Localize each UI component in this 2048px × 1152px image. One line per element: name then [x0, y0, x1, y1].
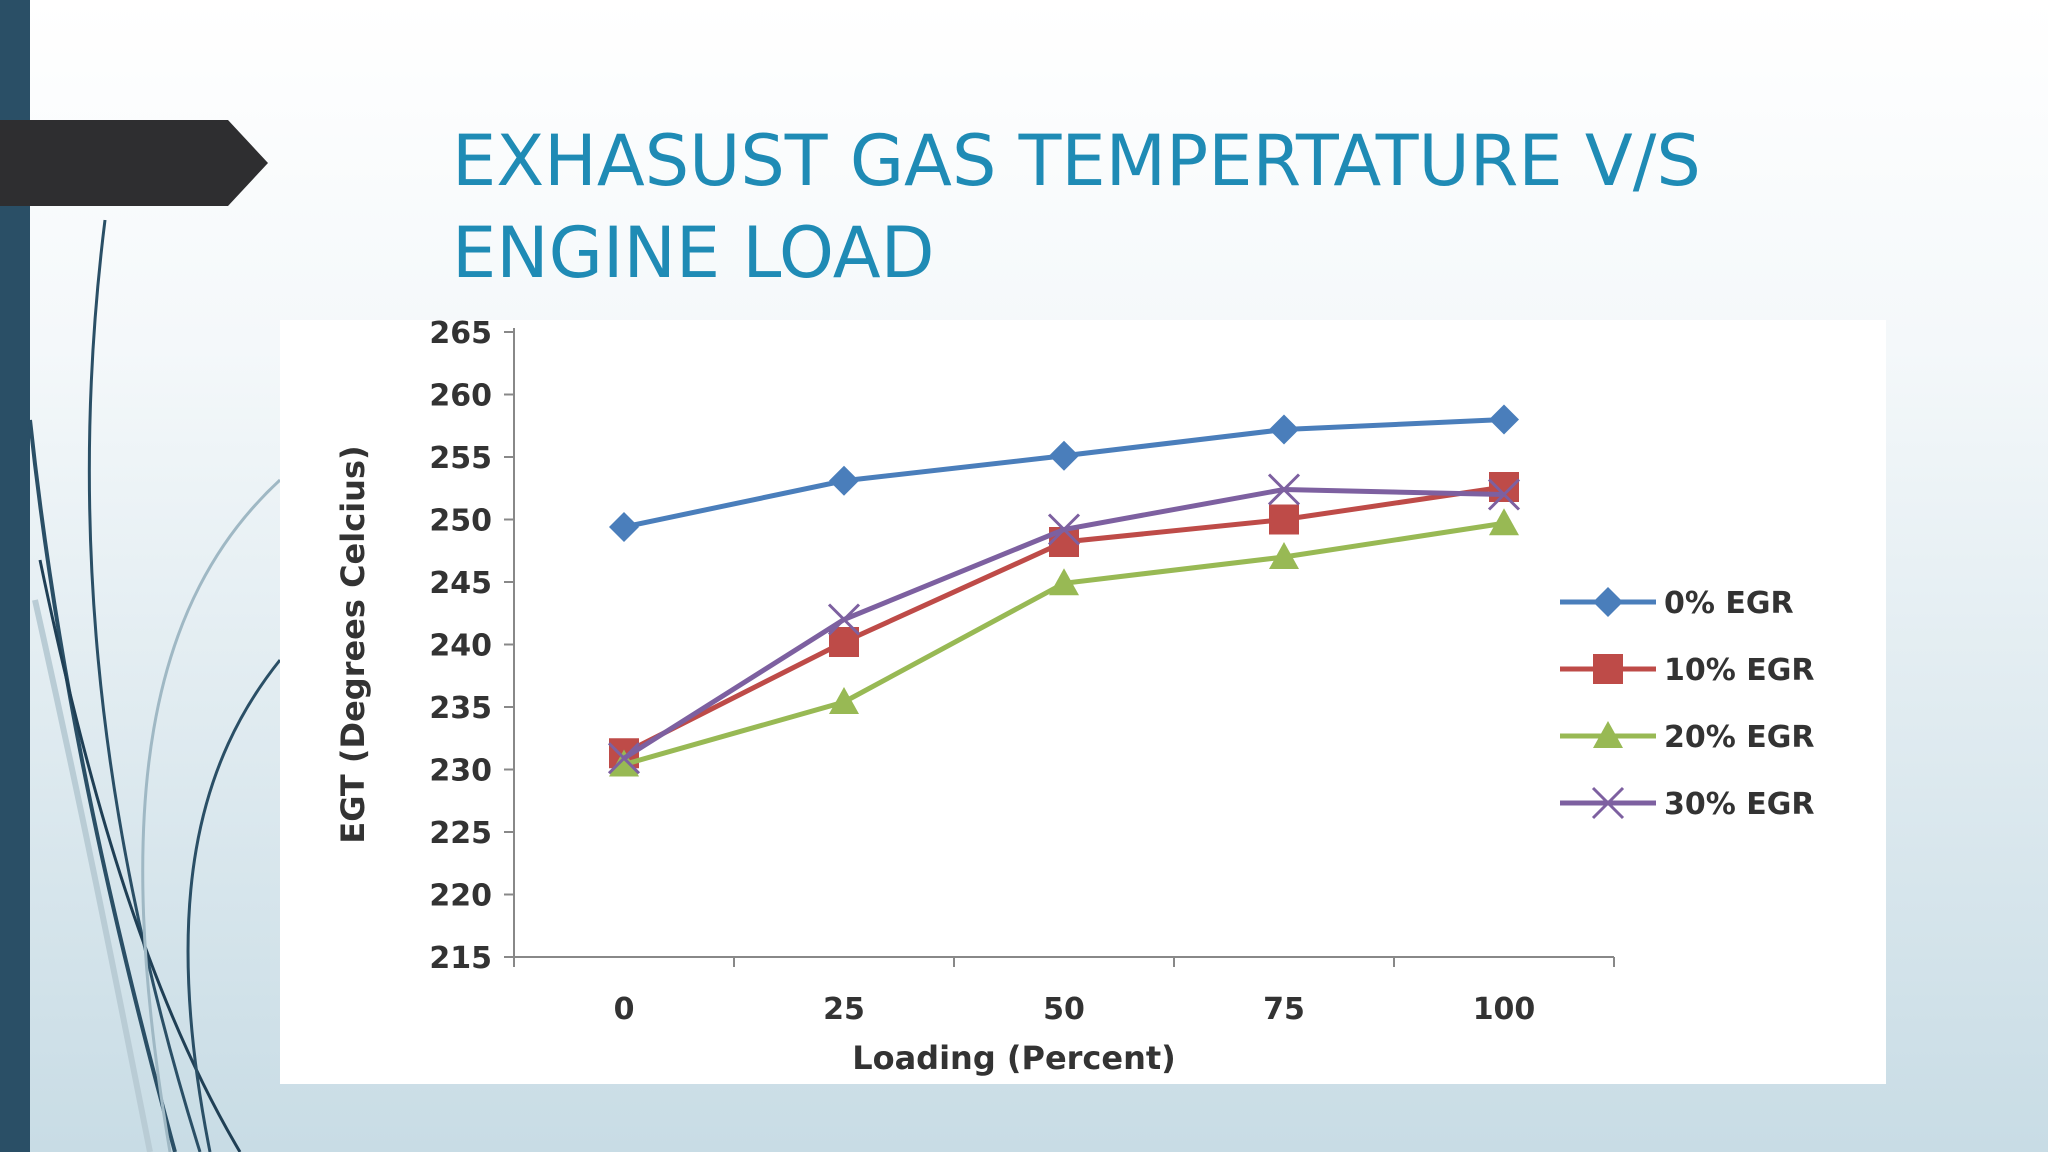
y-tick-label: 265 [429, 320, 492, 351]
legend-item: 30% EGR [1560, 786, 1814, 822]
series-line [622, 484, 1505, 756]
legend-label: 30% EGR [1664, 787, 1814, 822]
x-tick-label: 50 [1043, 992, 1085, 1027]
chart-series [607, 404, 1521, 777]
y-tick-label: 260 [429, 379, 492, 414]
legend-item: 10% EGR [1560, 653, 1814, 688]
data-point [609, 512, 639, 542]
data-point [1049, 568, 1079, 596]
legend-marker [1591, 786, 1625, 820]
data-point [1047, 513, 1081, 546]
legend-marker [1593, 587, 1623, 617]
data-point [1489, 508, 1519, 536]
slide-title: EXHASUST GAS TEMPERTATURE V/S ENGINE LOA… [452, 115, 1852, 299]
slide-title-line-1: EXHASUST GAS TEMPERTATURE V/S [452, 120, 1701, 202]
x-tick-label: 0 [614, 992, 635, 1027]
y-tick-label: 255 [429, 441, 492, 476]
series-0-egr [609, 404, 1519, 542]
data-point [607, 742, 641, 775]
chart-axes [504, 328, 1615, 967]
chart-panel: 215 220 225 230 235 240 245 250 255 260 265 0 25 50 7… [280, 320, 1886, 1084]
legend-label: 10% EGR [1664, 653, 1814, 688]
data-point [1489, 472, 1519, 502]
data-point [1269, 542, 1299, 569]
series-10-egr [609, 472, 1519, 769]
series-line [623, 520, 1505, 767]
y-tick-label: 235 [429, 691, 492, 726]
y-tick-label: 250 [429, 504, 492, 539]
title-arrow-tab [0, 120, 268, 206]
series-30-egr [607, 473, 1521, 775]
legend-label: 0% EGR [1664, 586, 1794, 621]
data-point [1267, 473, 1301, 506]
y-tick-label: 240 [429, 629, 492, 664]
marker-stroke [607, 742, 641, 775]
data-point [829, 687, 859, 714]
marker-stroke [1487, 478, 1521, 511]
marker-stroke [1591, 786, 1625, 820]
x-axis-title: Loading (Percent) [852, 1039, 1176, 1077]
line-chart: 215 220 225 230 235 240 245 250 255 260 265 0 25 50 7… [334, 320, 1814, 1077]
legend-item: 20% EGR [1560, 720, 1814, 755]
x-tick-label: 25 [823, 992, 865, 1027]
data-point [829, 465, 859, 496]
legend-marker [1593, 721, 1623, 748]
data-point [1489, 404, 1519, 435]
legend-marker [1593, 654, 1623, 684]
x-tick-label: 75 [1263, 992, 1305, 1027]
marker-stroke [1047, 513, 1081, 546]
y-axis-title: EGT (Degrees Celcius) [334, 445, 372, 843]
data-point [609, 749, 639, 777]
data-point [1049, 440, 1079, 471]
y-tick-label: 215 [429, 941, 492, 976]
y-tick-label: 220 [429, 879, 492, 914]
decorative-curves [28, 219, 282, 1152]
x-tick-labels: 0 25 50 75 100 [614, 992, 1536, 1027]
y-tick-label: 225 [429, 816, 492, 851]
data-point [827, 603, 861, 636]
y-tick-label: 230 [429, 754, 492, 789]
marker-stroke [827, 603, 861, 636]
chart-legend: 0% EGR 10% EGR 20% EGR 30% EGR [1560, 586, 1814, 822]
data-point [829, 627, 859, 657]
y-tick-labels: 215 220 225 230 235 240 245 250 255 260 265 [429, 320, 492, 976]
legend-item: 0% EGR [1560, 586, 1794, 621]
data-point [1269, 504, 1299, 535]
series-line [623, 417, 1505, 530]
legend-label: 20% EGR [1664, 720, 1814, 755]
marker-stroke [1267, 473, 1301, 506]
y-tick-label: 245 [429, 566, 492, 601]
slide-title-line-2: ENGINE LOAD [452, 212, 935, 294]
x-tick-label: 100 [1473, 992, 1536, 1027]
series-20-egr [609, 508, 1519, 777]
data-point [1269, 414, 1299, 445]
data-point [1487, 478, 1521, 511]
